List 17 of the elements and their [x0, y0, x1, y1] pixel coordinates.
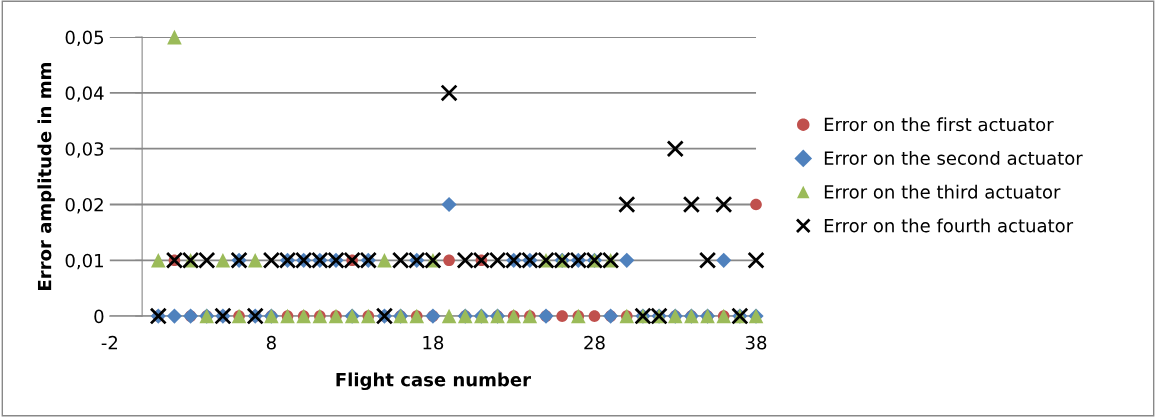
y-tick-label: 0,02 — [65, 197, 103, 214]
legend-label: Error on the second actuator — [824, 151, 1083, 165]
y-tick-label: 0 — [94, 309, 104, 324]
x-tick-label: 18 — [423, 335, 444, 350]
legend-label: Error on the third actuator — [824, 184, 1061, 199]
y-axis-title: Error amplitude in mm — [37, 63, 55, 290]
x-tick-label: 8 — [266, 335, 276, 350]
x-tick-label: -2 — [101, 335, 118, 350]
y-tick-label: 0,04 — [65, 86, 104, 102]
legend-label: Error on the fourth actuator — [824, 218, 1074, 233]
x-axis-title: Flight case number — [336, 372, 531, 391]
x-tick-label: 38 — [745, 335, 767, 350]
y-tick-label: 0,01 — [65, 253, 103, 270]
x-tick-label: 28 — [584, 335, 605, 350]
legend-label: Error on the first actuator — [824, 117, 1054, 132]
y-tick-label: 0,03 — [65, 142, 104, 158]
y-tick-label: 0,05 — [65, 30, 104, 47]
